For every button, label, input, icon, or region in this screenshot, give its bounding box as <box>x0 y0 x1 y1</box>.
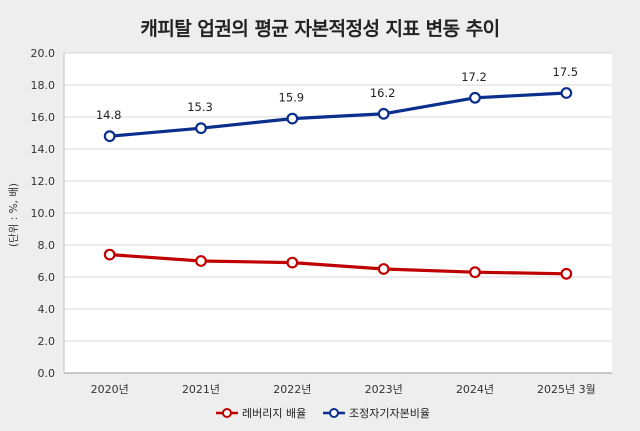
data-point <box>377 263 390 275</box>
x-tick-label: 2024년 <box>456 383 494 396</box>
data-point <box>195 122 207 135</box>
data-label: 17.5 <box>553 65 579 79</box>
series-layer: 14.8 15.3 15.9 16.2 17.2 17.5 <box>96 65 579 280</box>
y-tick-label: 6.0 <box>38 271 56 284</box>
chart-title: 캐피탈 업권의 평균 자본적정성 지표 변동 추이 <box>140 18 500 40</box>
y-tick-label: 16.0 <box>31 111 56 124</box>
data-label: 16.2 <box>370 86 396 100</box>
y-tick-label: 18.0 <box>31 79 56 92</box>
grid-layer <box>64 52 612 374</box>
series-line <box>108 91 568 138</box>
y-tick-label: 20.0 <box>31 47 56 60</box>
data-point <box>286 256 299 269</box>
legend: 레버리지 배율 조정자기자본비율 <box>216 407 430 420</box>
data-label: 15.3 <box>187 100 213 114</box>
y-tick-label: 8.0 <box>38 239 56 252</box>
y-tick-label: 10.0 <box>31 207 56 220</box>
series-1 <box>103 248 573 280</box>
y-tick-label: 12.0 <box>31 175 56 188</box>
legend-label: 조정자기자본비율 <box>349 407 430 420</box>
data-point <box>377 107 390 120</box>
series-line <box>108 253 568 276</box>
data-point <box>195 255 207 267</box>
x-tick-label: 2022년 <box>273 383 311 396</box>
data-point <box>286 112 299 125</box>
y-tick-label: 14.0 <box>31 143 56 156</box>
y-tick-label: 2.0 <box>38 335 56 348</box>
data-point <box>469 91 481 104</box>
data-label: 17.2 <box>461 70 487 84</box>
x-tick-label: 2020년 <box>91 383 129 396</box>
x-tick-label: 2021년 <box>182 383 220 396</box>
data-point <box>469 266 481 279</box>
data-label: 15.9 <box>279 91 305 105</box>
x-tick-label: 2025년 3월 <box>537 383 596 396</box>
legend-marker <box>222 408 232 418</box>
data-point <box>560 267 573 280</box>
x-tick-label: 2023년 <box>365 383 403 396</box>
data-point <box>103 248 116 261</box>
legend-marker <box>329 408 339 418</box>
data-label: 14.8 <box>96 108 122 122</box>
data-point <box>103 130 116 143</box>
legend-label: 레버리지 배율 <box>242 407 306 420</box>
series-2: 14.8 15.3 15.9 16.2 17.2 17.5 <box>96 65 579 143</box>
legend-item: 레버리지 배율 <box>216 407 306 420</box>
axis-layer: 0.0 2.0 4.0 6.0 8.0 10.0 12.0 14.0 16.0 18.0 20.0 2… <box>31 47 596 396</box>
y-tick-label: 0.0 <box>38 367 56 380</box>
data-point <box>560 87 573 99</box>
legend-item: 조정자기자본비율 <box>323 407 430 420</box>
y-tick-label: 4.0 <box>38 303 56 316</box>
y-axis-title: (단위 : %, 배) <box>7 183 20 247</box>
